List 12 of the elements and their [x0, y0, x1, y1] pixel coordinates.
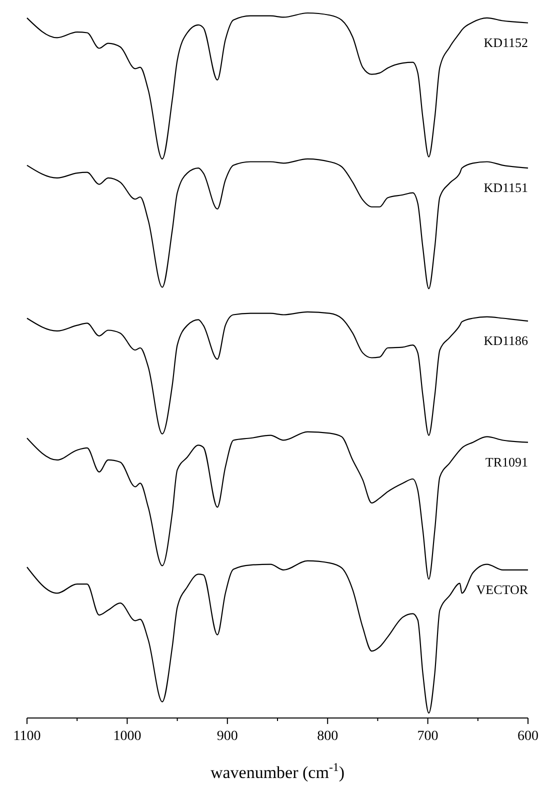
- series-label: KD1152: [484, 34, 528, 50]
- x-axis-title: wavenumber (cm$^{-1}$): [210, 760, 345, 782]
- x-tick-label: 1000: [113, 729, 142, 744]
- x-tick-label: 600: [518, 729, 538, 744]
- series-label: TR1091: [485, 454, 528, 470]
- series-label: VECTOR: [476, 582, 528, 597]
- x-tick-label: 700: [417, 729, 438, 744]
- x-tick-label: 900: [216, 729, 238, 744]
- series-label: KD1186: [484, 333, 528, 348]
- series-label: KD1151: [484, 180, 528, 196]
- x-tick-label: 1100: [13, 729, 41, 744]
- x-tick-label: 800: [317, 729, 338, 744]
